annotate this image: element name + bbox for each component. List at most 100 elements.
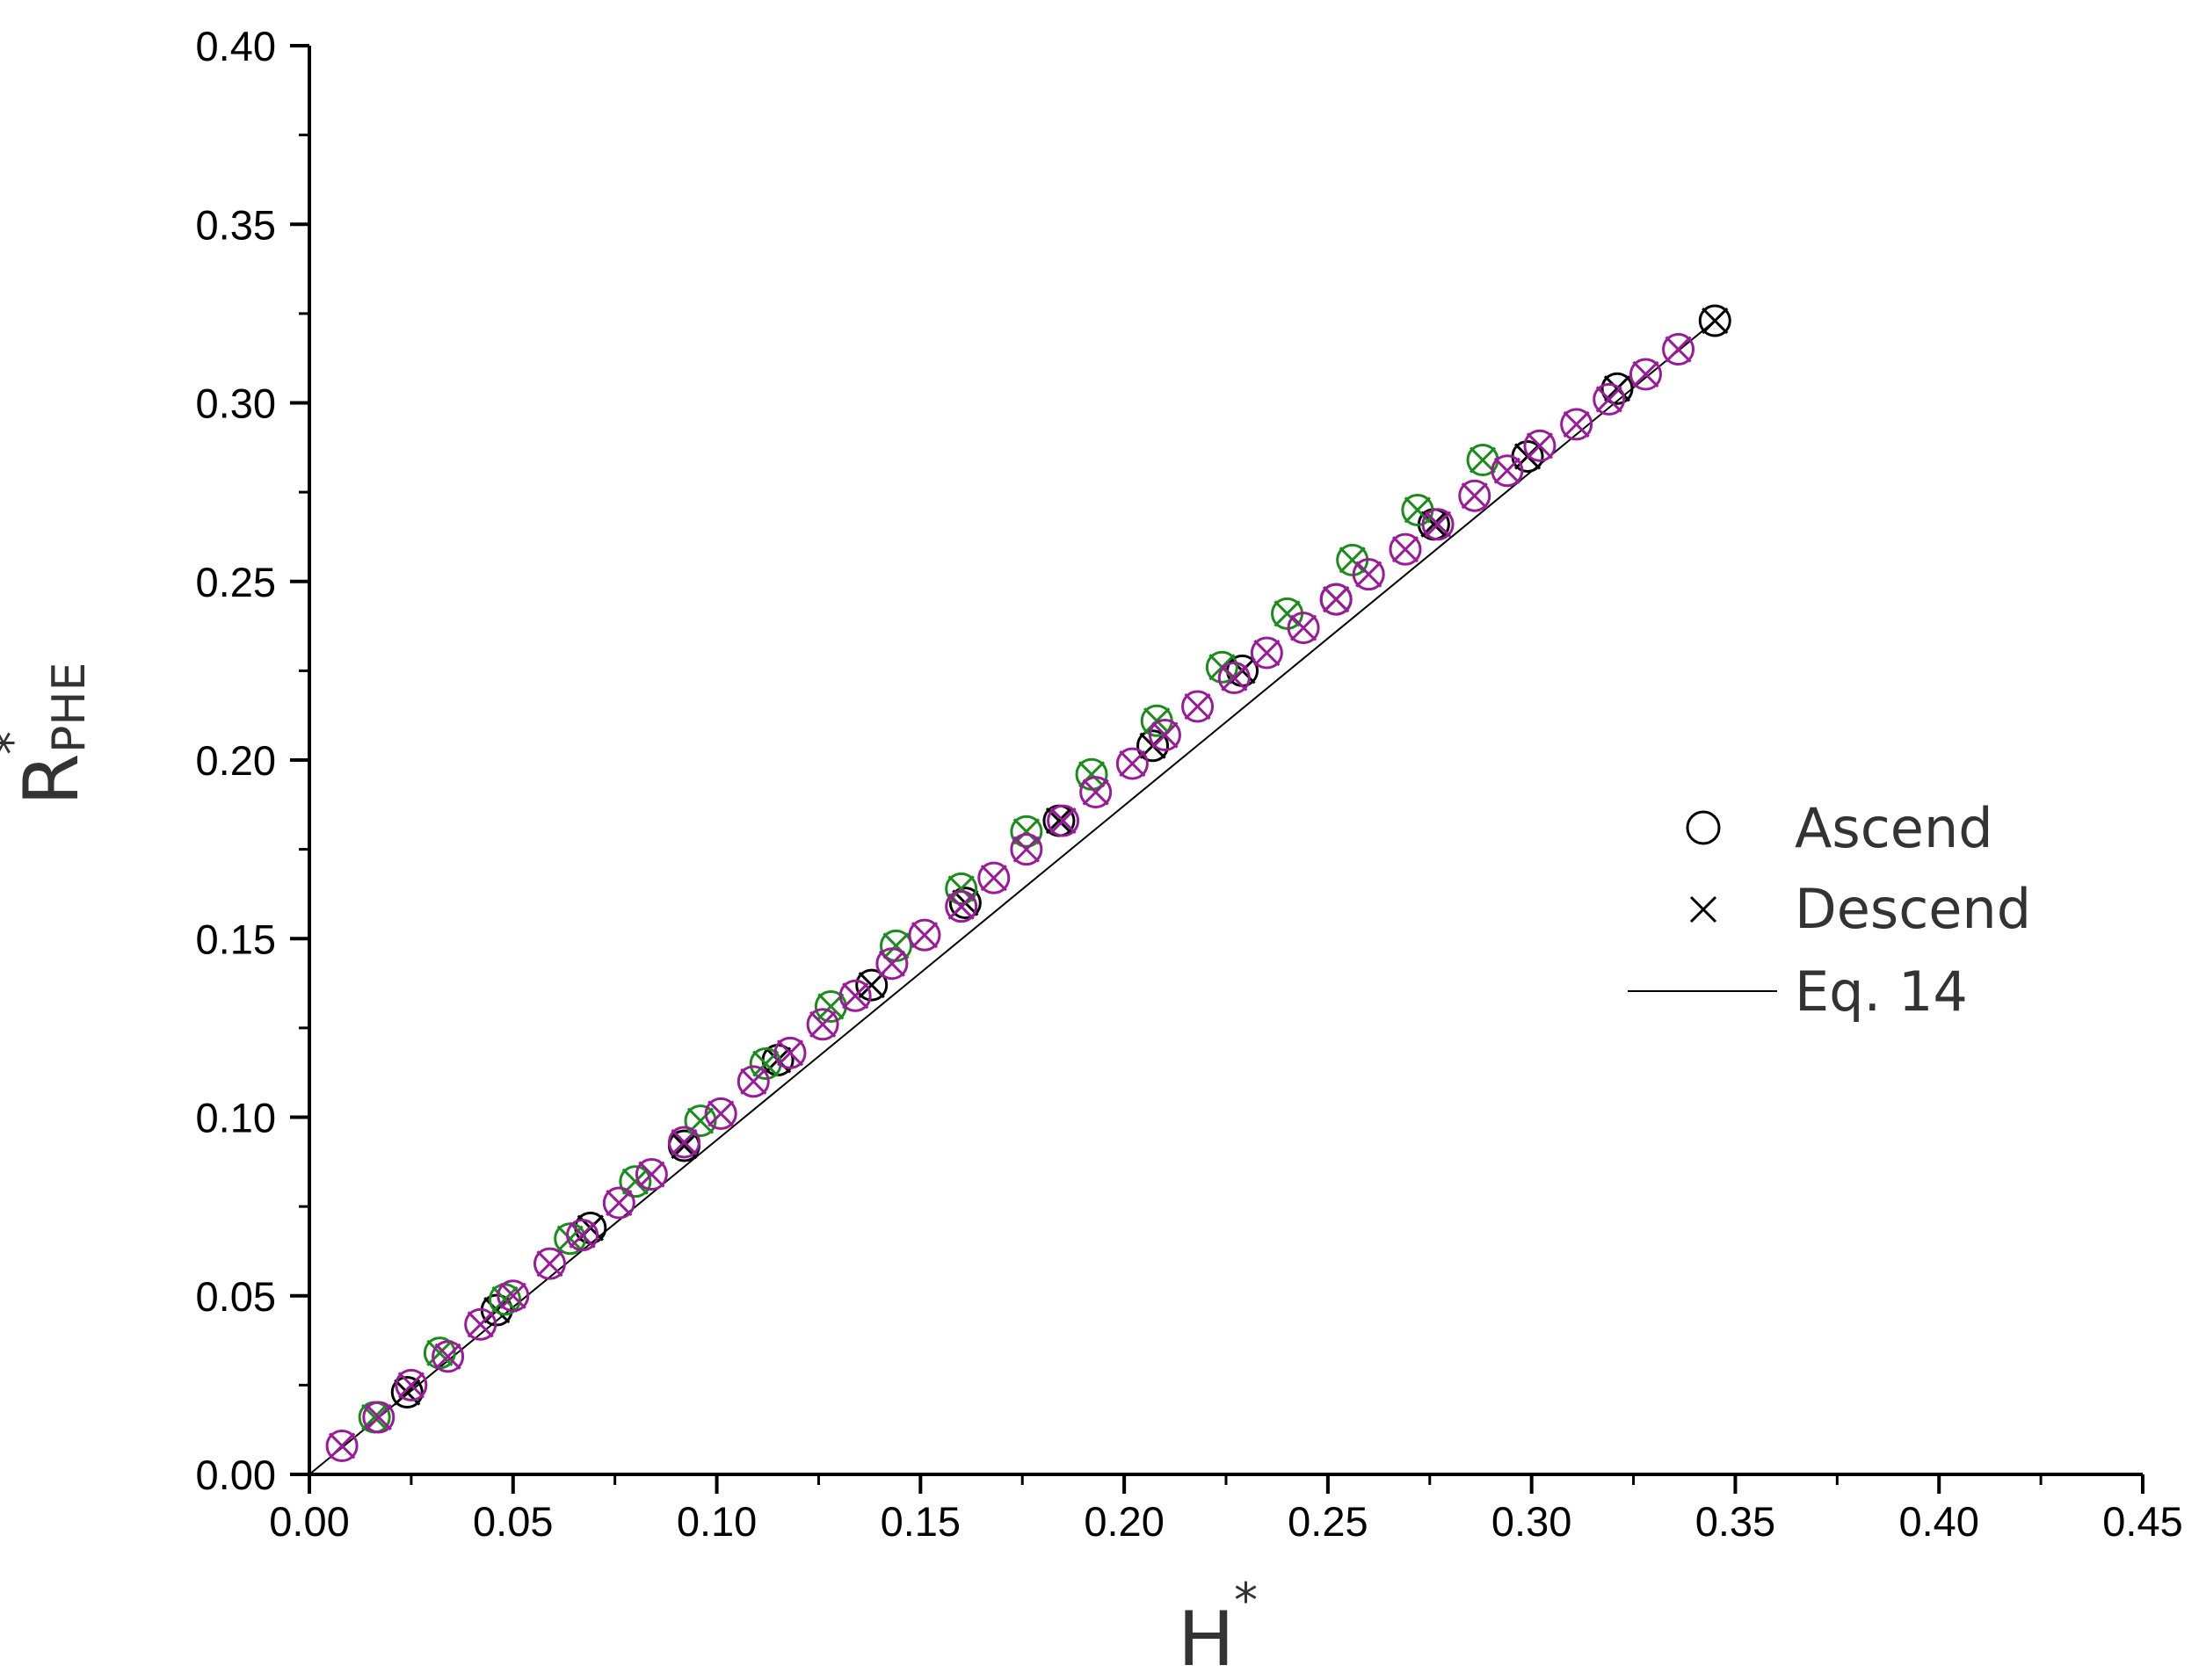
data-point [1115,747,1149,780]
ascend-marker [806,1008,839,1041]
descend-marker [491,1285,519,1313]
ascend-marker [855,968,889,1002]
descend-marker [1082,778,1109,806]
data-point [1458,479,1491,512]
ascend-marker [1698,304,1731,337]
data-point [875,947,909,981]
data-point [1010,833,1043,866]
ascend-marker [1079,776,1113,809]
descend-marker [1665,336,1692,363]
ascend-marker [1629,358,1662,391]
ascend-marker [1205,650,1238,684]
ascend-marker [1662,333,1695,366]
ascend-marker [945,872,978,905]
ascend-marker [1181,690,1215,723]
descend-marker [1404,496,1431,524]
descend-marker [1595,386,1622,413]
ascend-marker [1010,815,1043,848]
descend-marker [467,1311,494,1338]
y-tick-label: 0.30 [196,380,276,427]
descend-marker [1119,750,1146,778]
ascend-marker [1250,636,1283,670]
data-point [684,1104,717,1138]
descend-marker [1049,807,1077,835]
y-tick-label: 0.35 [196,201,276,248]
descend-marker [752,1050,780,1077]
data-point [1421,508,1455,541]
ascend-marker [635,1158,668,1191]
data-point [497,1279,530,1313]
data-point [1593,382,1626,416]
data-point [1047,804,1080,837]
ascend-marker [464,1307,497,1341]
ascend-marker [1458,479,1491,512]
descend-marker [638,1161,665,1188]
y-axis-title: R * PHE [0,663,96,806]
data-point [1319,583,1353,616]
ascend-marker [1600,372,1634,405]
data-point [1079,776,1113,809]
ascend-marker [566,1219,599,1252]
descend-marker [1184,692,1211,721]
ascend-marker [704,1097,737,1130]
x-tick-label: 0.45 [2102,1498,2182,1545]
data-point [908,918,941,952]
ascend-marker [908,918,941,952]
data-point [1148,719,1181,752]
ascend-marker [1047,804,1080,837]
x-tick-label: 0.20 [1084,1498,1164,1545]
data-point [1662,333,1695,366]
ascend-marker [1523,429,1557,462]
ascend-marker [432,1340,465,1373]
data-point [464,1307,497,1341]
data-point [945,890,978,923]
descend-marker [947,893,975,920]
descend-marker [1702,307,1729,335]
x-tick-label: 0.40 [1898,1498,1978,1545]
ascend-marker [1593,382,1626,416]
y-axis-title-sub: PHE [43,663,96,753]
x-tick-label: 0.00 [269,1498,349,1545]
x-tick-label: 0.25 [1288,1498,1368,1545]
ascend-marker [773,1036,807,1069]
descend-marker [1012,836,1040,863]
descend-marker [1143,707,1171,735]
x-axis-title-base: H [1178,1596,1235,1680]
ascend-marker [737,1065,770,1098]
descend-marker [1526,432,1553,460]
y-tick-label: 0.00 [196,1452,276,1498]
descend-marker [858,972,885,999]
data-point [1560,408,1593,441]
data-point [432,1340,465,1373]
ascend-marker [875,947,909,981]
ascend-marker [619,1165,652,1198]
data-point [1491,454,1524,488]
data-point [977,861,1011,894]
y-axis-title-base: R [8,753,96,806]
ascend-marker [667,1126,700,1159]
descend-marker [569,1221,596,1249]
ascend-marker [1287,612,1320,645]
data-point [1250,636,1283,670]
y-tick-label: 0.20 [196,737,276,784]
data-point [1629,358,1662,391]
data-point [395,1368,428,1401]
legend: Ascend Descend Eq. 14 [1628,796,2031,1024]
x-tick-label: 0.30 [1491,1498,1571,1545]
y-axis-title-sup: * [0,731,40,755]
data-point [838,979,872,1012]
data-point [1287,612,1320,645]
ascend-marker [395,1368,428,1401]
descend-marker [1603,375,1631,402]
ascend-marker [390,1376,424,1409]
descend-marker [499,1282,526,1309]
data-point [566,1219,599,1252]
x-tick-label: 0.10 [677,1498,757,1545]
data-point [635,1158,668,1191]
descend-marker [329,1432,356,1459]
data-point [667,1126,700,1159]
x-axis-title-sup: * [1234,1573,1258,1628]
descend-marker [1355,561,1382,588]
descend-marker [1469,446,1497,474]
